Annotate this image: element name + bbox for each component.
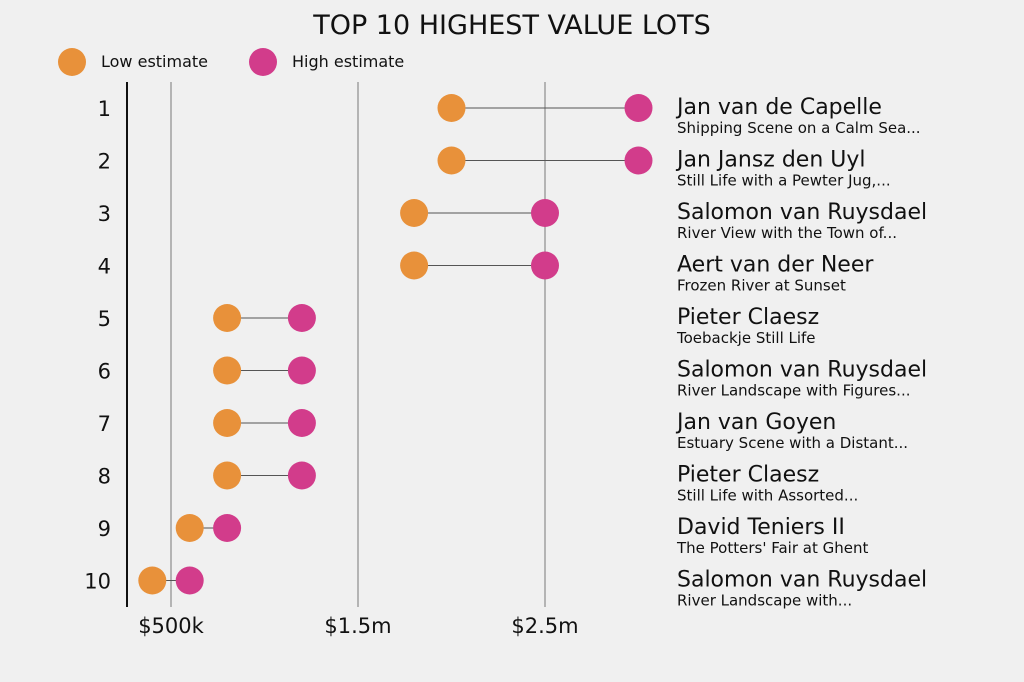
rank-label: 3 [98, 202, 111, 226]
artist-name: Salomon van Ruysdael [677, 568, 927, 593]
high-estimate-dot [287, 461, 316, 490]
rank-label: 8 [98, 465, 111, 489]
lot-title: Shipping Scene on a Calm Sea... [677, 119, 921, 137]
lot-title: River View with the Town of... [677, 224, 897, 242]
lot-title: Still Life with a Pewter Jug,... [677, 172, 891, 190]
low-estimate-dot [213, 304, 242, 332]
lot-title: The Potters' Fair at Ghent [676, 539, 868, 557]
high-estimate-dot [531, 251, 559, 280]
artist-name: Salomon van Ruysdael [677, 200, 927, 225]
low-estimate-dot [213, 356, 242, 385]
high-estimate-dot [287, 409, 316, 437]
high-estimate-dot [624, 94, 653, 122]
legend-high-label: High estimate [292, 52, 404, 71]
rank-label: 2 [98, 150, 111, 174]
rank-label: 10 [84, 570, 111, 594]
high-estimate-dot [624, 146, 653, 175]
legend-high-marker [249, 48, 277, 76]
rank-label: 5 [98, 307, 111, 331]
lot-title: River Landscape with... [677, 592, 852, 610]
lot-title: Frozen River at Sunset [677, 277, 846, 295]
lot-title: Estuary Scene with a Distant... [677, 434, 908, 452]
x-tick-label: $1.5m [324, 614, 391, 638]
artist-name: David Teniers II [677, 515, 845, 540]
artist-name: Jan van Goyen [675, 410, 836, 435]
high-estimate-dot [213, 514, 242, 542]
low-estimate-dot [400, 251, 429, 280]
artist-name: Jan van de Capelle [675, 95, 882, 120]
gridlines [170, 82, 546, 607]
legend-low-label: Low estimate [101, 52, 208, 71]
low-estimate-dot [138, 566, 167, 595]
x-tick-label: $500k [138, 614, 204, 638]
low-estimate-dot [213, 461, 242, 490]
lot-title: Toebackje Still Life [676, 329, 816, 347]
high-estimate-dot [287, 304, 316, 332]
rank-label: 1 [98, 97, 111, 121]
x-axis-ticks: $500k $1.5m $2.5m [138, 614, 578, 638]
artist-name: Pieter Claesz [677, 463, 819, 488]
artist-name: Pieter Claesz [677, 305, 819, 330]
high-estimate-dot [175, 566, 204, 595]
lot-title: Still Life with Assorted... [677, 487, 858, 505]
high-estimate-dot [531, 199, 559, 227]
low-estimate-dot [437, 94, 466, 122]
rank-label: 4 [98, 255, 111, 279]
rank-label: 9 [98, 517, 111, 541]
rank-label: 7 [98, 412, 111, 436]
chart-title: TOP 10 HIGHEST VALUE LOTS [312, 10, 711, 41]
rank-label: 6 [98, 360, 111, 384]
artist-name: Salomon van Ruysdael [677, 358, 927, 383]
low-estimate-dot [400, 199, 429, 227]
low-estimate-dot [437, 146, 466, 175]
low-estimate-dot [213, 409, 242, 437]
low-estimate-dot [175, 514, 204, 542]
legend-low-marker [58, 48, 86, 76]
high-estimate-dot [287, 356, 316, 385]
x-tick-label: $2.5m [511, 614, 578, 638]
legend: Low estimate High estimate [58, 48, 404, 76]
lot-title: River Landscape with Figures... [677, 382, 911, 400]
artist-name: Jan Jansz den Uyl [675, 148, 866, 173]
artist-name: Aert van der Neer [677, 253, 874, 278]
